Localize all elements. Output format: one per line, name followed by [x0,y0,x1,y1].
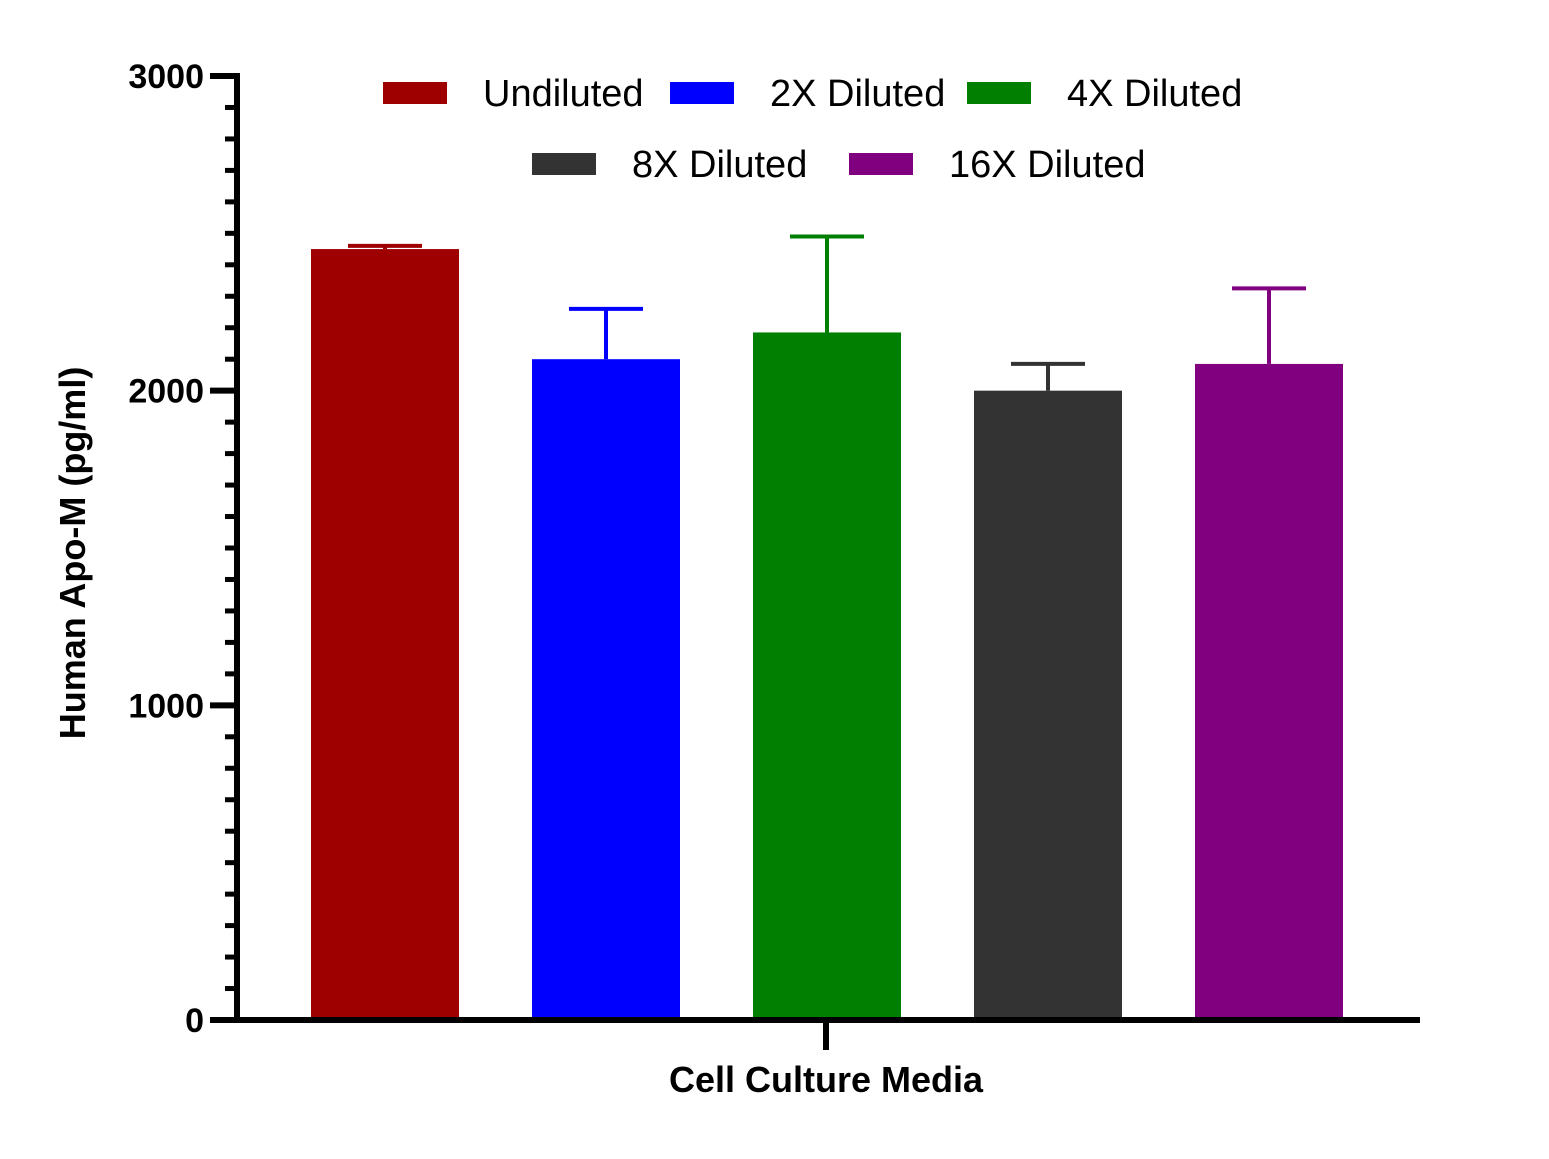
y-tick-label: 0 [185,1002,204,1040]
legend-swatch-0 [383,82,447,104]
axes-group: 0 1000 2000 3000 [128,58,1420,1050]
bar-1 [532,359,680,1020]
legend-label-0: Undiluted [483,73,644,115]
bar-3 [974,390,1122,1021]
legend-swatch-4 [849,153,913,175]
legend-label-3: 8X Diluted [632,144,807,186]
legend-swatch-2 [967,82,1031,104]
legend-swatch-3 [532,153,596,175]
y-tick-label: 3000 [128,58,204,96]
y-tick-label: 1000 [128,687,204,725]
legend: Undiluted 2X Diluted 4X Diluted 8X Diluted 1… [383,73,1242,186]
y-tick-label: 2000 [128,373,204,411]
legend-label-1: 2X Diluted [770,73,945,115]
x-axis-title: Cell Culture Media [669,1059,984,1100]
legend-label-2: 4X Diluted [1067,73,1242,115]
legend-label-4: 16X Diluted [949,144,1145,186]
bar-0 [311,249,459,1021]
legend-swatch-1 [670,82,734,104]
bar-2 [753,332,901,1020]
y-axis-title: Human Apo-M (pg/ml) [52,367,93,740]
bars-group [311,234,1343,1021]
bar-4 [1195,363,1343,1020]
